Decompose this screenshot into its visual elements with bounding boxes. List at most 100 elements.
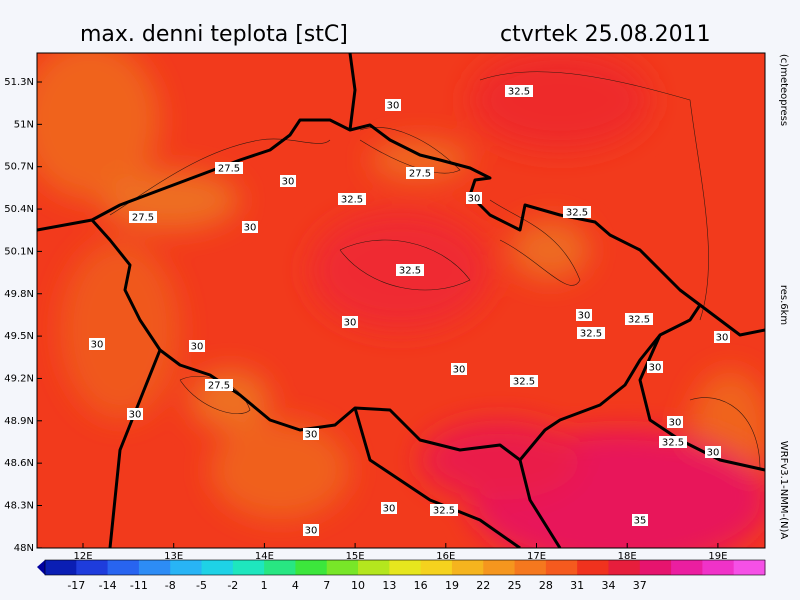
contour-label: 32.5	[662, 438, 684, 449]
lon-label: 19E	[708, 551, 727, 562]
contour-label: 30	[244, 223, 257, 234]
contour-label: 30	[468, 194, 481, 205]
contour-label-box	[466, 192, 482, 204]
contour-label-box	[242, 221, 258, 233]
contour-label-box	[510, 375, 538, 387]
colorbar-frame	[44, 559, 766, 576]
contour-label-box	[215, 162, 243, 174]
contour-label-box	[205, 379, 233, 391]
colorbar-label: 16	[414, 579, 428, 592]
colorbar-label: 37	[633, 579, 647, 592]
colorbar-swatch	[389, 560, 422, 575]
contour-label-box	[127, 408, 143, 420]
colorbar-swatch	[608, 560, 641, 575]
title: max. denni teplota [stC]	[80, 22, 348, 47]
lat-label: 48.6N	[4, 458, 34, 469]
colorbar-swatch	[545, 560, 578, 575]
lat-label: 48N	[14, 543, 34, 554]
contour-label-box	[381, 502, 397, 514]
colorbar-label: 4	[292, 579, 299, 592]
colorbar-label: 19	[445, 579, 459, 592]
lon-label: 13E	[164, 551, 183, 562]
contour-label: 32.5	[628, 315, 650, 326]
colorbar-swatch	[264, 560, 296, 575]
contour-label-box	[659, 436, 687, 448]
lat-label: 49.2N	[4, 373, 34, 384]
map-frame	[36, 52, 766, 549]
contour-label: 27.5	[409, 169, 431, 180]
contour-label: 27.5	[218, 164, 240, 175]
contour-label-box	[451, 363, 467, 375]
contour-label-box	[577, 327, 605, 339]
lat-label: 49.8N	[4, 289, 34, 300]
contour-label: 32.5	[399, 266, 421, 277]
lat-label: 50.1N	[4, 246, 34, 257]
colorbar-swatch	[733, 560, 766, 575]
contour-label: 32.5	[341, 195, 363, 206]
colorbar-swatch	[514, 560, 547, 575]
lat-label: 50.7N	[4, 162, 34, 173]
contour-label-box	[89, 338, 105, 350]
contours	[109, 71, 761, 471]
contour-label: 30	[191, 342, 204, 353]
contour-label: 30	[716, 333, 729, 344]
colorbar-label: 1	[261, 579, 268, 592]
lon-label: 15E	[346, 551, 365, 562]
contour-label-box	[280, 175, 296, 187]
colorbar-swatch	[639, 560, 672, 575]
side-note: res.6km	[778, 285, 789, 325]
contour-label-box	[505, 85, 533, 97]
colorbar-label: 22	[476, 579, 490, 592]
contour-label: 27.5	[132, 213, 154, 224]
contour-label-box	[647, 361, 663, 373]
contour-label-box	[667, 416, 683, 428]
colorbar-label: -2	[227, 579, 238, 592]
contour-label-box	[338, 193, 366, 205]
colorbar-swatch	[232, 560, 265, 575]
colorbar-swatch	[138, 560, 171, 575]
date: ctvrtek 25.08.2011	[500, 22, 711, 47]
contour-label-box	[406, 167, 434, 179]
contour-label-box	[430, 504, 458, 516]
lat-label: 48.3N	[4, 501, 34, 512]
contour-label: 30	[282, 177, 295, 188]
lat-label: 50.4N	[4, 204, 34, 215]
contour-label: 30	[387, 101, 400, 112]
colorbar-swatch	[451, 560, 484, 575]
contour-label: 30	[344, 318, 357, 329]
colorbar-swatch	[577, 560, 609, 575]
contour-label: 32.5	[513, 377, 535, 388]
lat-label: 48.9N	[4, 416, 34, 427]
colorbar-label: -5	[196, 579, 207, 592]
contour-label: 30	[305, 526, 318, 537]
contour-label-box	[189, 340, 205, 352]
colorbar-arrow	[37, 560, 45, 575]
borders	[37, 53, 765, 548]
colorbar-swatch	[76, 560, 109, 575]
contour-label: 35	[634, 516, 647, 527]
colorbar-swatch	[170, 560, 203, 575]
contour-label: 30	[453, 365, 466, 376]
contour-label: 30	[669, 418, 682, 429]
contour-label-box	[714, 331, 730, 343]
contour-label: 32.5	[433, 506, 455, 517]
contour-label-box	[303, 524, 319, 536]
colorbar-label: -8	[165, 579, 176, 592]
contour-label: 30	[707, 448, 720, 459]
colorbar-label: 31	[570, 579, 584, 592]
colorbar-swatch	[326, 560, 359, 575]
colorbar-label: 34	[601, 579, 615, 592]
lon-label: 17E	[527, 551, 546, 562]
lat-label: 51N	[14, 119, 34, 130]
contour-label: 30	[91, 340, 104, 351]
contour-label-box	[342, 316, 358, 328]
colorbar-swatch	[45, 560, 77, 575]
contour-label: 30	[649, 363, 662, 374]
contour-label-box	[563, 206, 591, 218]
contour-label-box	[303, 428, 319, 440]
colorbar-swatch	[295, 560, 328, 575]
contour-label: 27.5	[208, 381, 230, 392]
contour-label: 30	[129, 410, 142, 421]
temperature-field	[37, 53, 765, 548]
